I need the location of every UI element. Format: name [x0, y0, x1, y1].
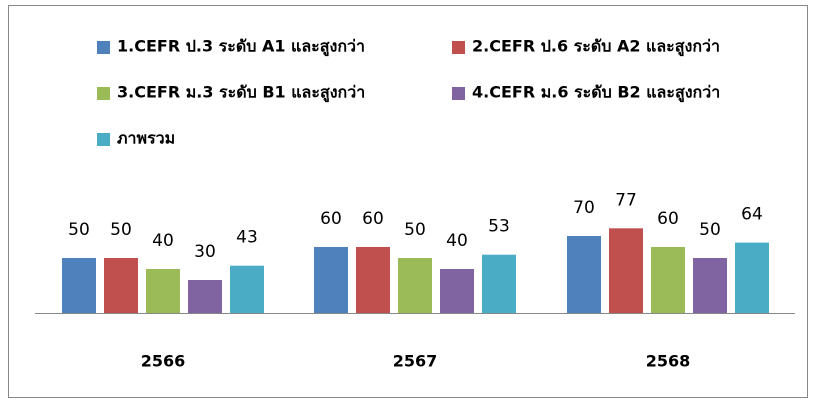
- value-label: 40: [152, 231, 174, 251]
- value-label: 30: [194, 242, 216, 262]
- x-tick-label: 2566: [141, 352, 186, 371]
- bar: [440, 269, 474, 313]
- value-label: 60: [320, 209, 342, 229]
- bar: [230, 265, 264, 313]
- legend-label: ภาพรวม: [117, 129, 175, 148]
- bar: [482, 254, 516, 313]
- bar: [735, 242, 769, 313]
- bar: [356, 247, 390, 313]
- value-label: 50: [68, 220, 90, 240]
- value-label: 60: [657, 209, 679, 229]
- legend-swatch: [452, 87, 465, 100]
- value-label: 70: [573, 198, 595, 218]
- value-label: 40: [446, 231, 468, 251]
- bar: [398, 258, 432, 313]
- bar: [609, 228, 643, 313]
- bar: [188, 280, 222, 313]
- value-label: 60: [362, 209, 384, 229]
- legend-swatch: [452, 41, 465, 54]
- value-label: 50: [110, 220, 132, 240]
- bar: [693, 258, 727, 313]
- bar: [567, 236, 601, 313]
- legend-label: 2.CEFR ป.6 ระดับ A2 และสูงกว่า: [472, 37, 720, 58]
- x-tick-label: 2568: [646, 352, 691, 371]
- value-label: 50: [404, 220, 426, 240]
- legend-label: 4.CEFR ม.6 ระดับ B2 และสูงกว่า: [472, 83, 720, 104]
- value-label: 50: [699, 220, 721, 240]
- value-label: 77: [615, 190, 637, 210]
- x-tick-label: 2567: [393, 352, 438, 371]
- bar: [104, 258, 138, 313]
- value-label: 64: [741, 205, 763, 225]
- value-label: 53: [488, 217, 510, 237]
- legend-swatch: [97, 41, 110, 54]
- legend-swatch: [97, 87, 110, 100]
- bar: [62, 258, 96, 313]
- legend-label: 1.CEFR ป.3 ระดับ A1 และสูงกว่า: [117, 37, 365, 58]
- bar: [314, 247, 348, 313]
- legend-label: 3.CEFR ม.3 ระดับ B1 และสูงกว่า: [117, 83, 365, 104]
- bar: [146, 269, 180, 313]
- legend-swatch: [97, 133, 110, 146]
- chart-frame: [8, 5, 808, 398]
- value-label: 43: [236, 228, 258, 248]
- bar: [651, 247, 685, 313]
